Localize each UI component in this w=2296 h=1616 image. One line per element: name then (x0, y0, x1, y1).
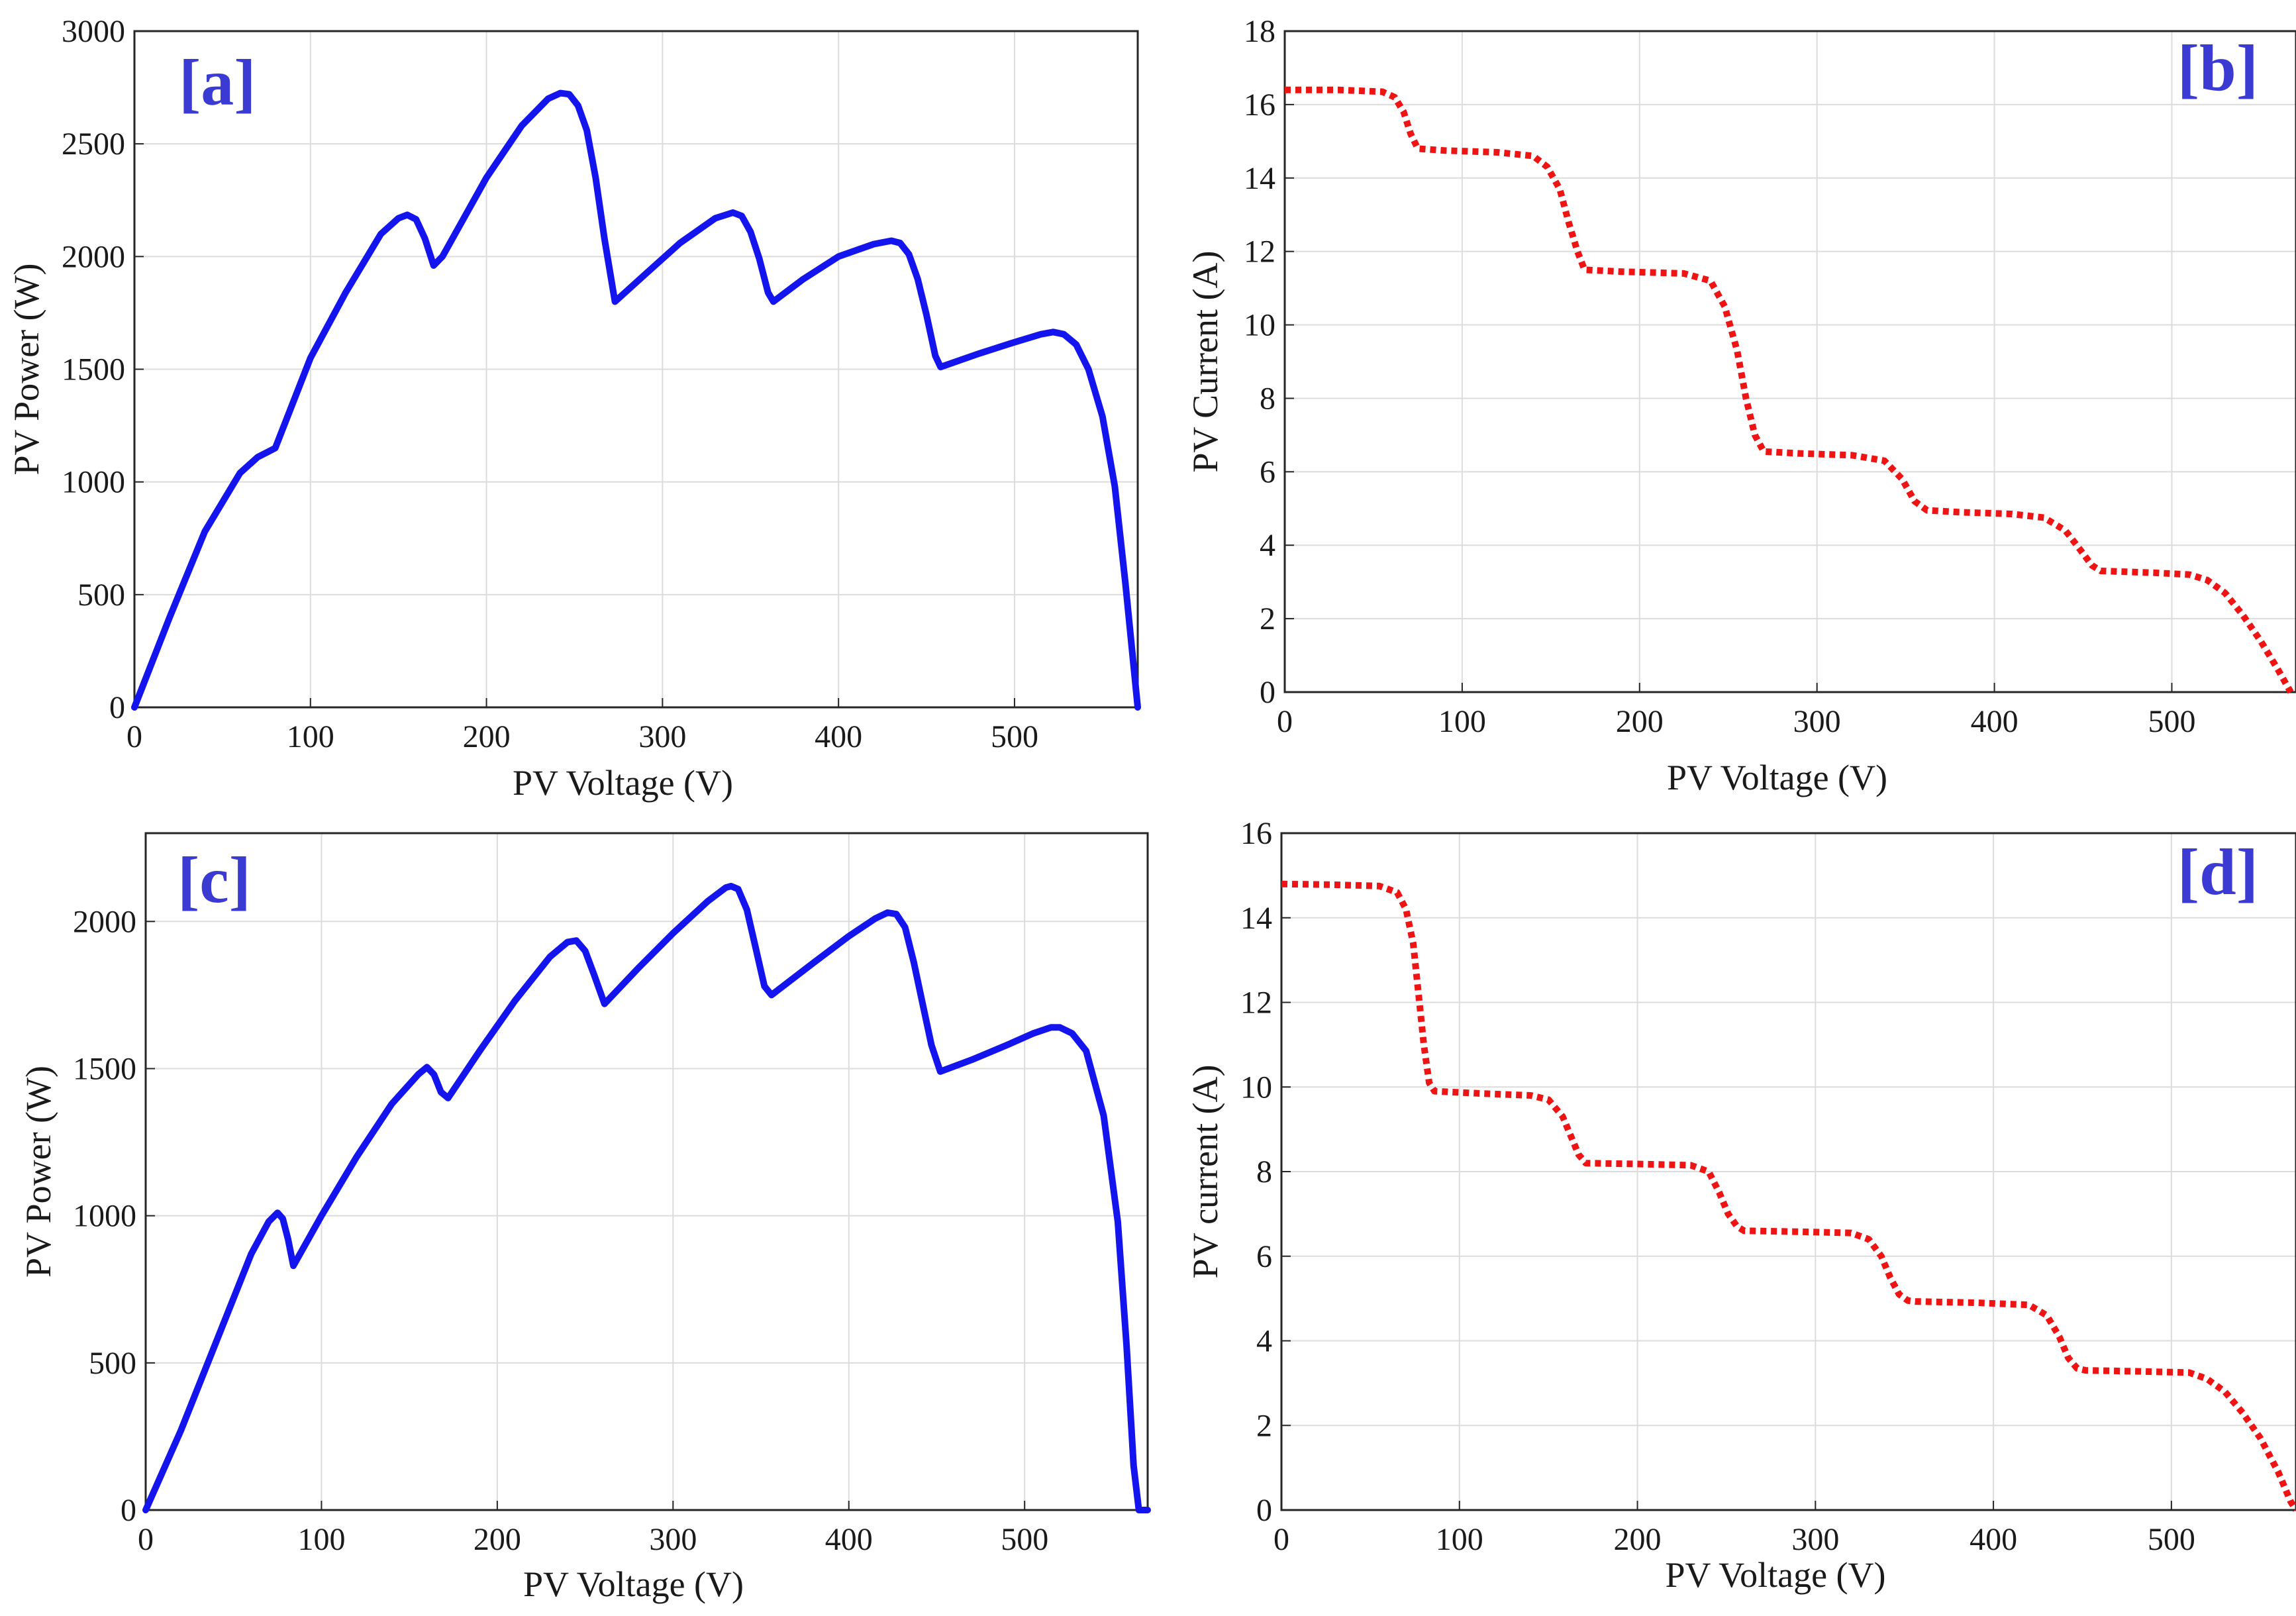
chart-panel-a: 0 100 200 300 400 500 0 500 1000 1500 2000 2500 3000… (7, 14, 1141, 803)
x-tick-label: 300 (638, 719, 686, 754)
y-tick-label: 2 (1256, 1408, 1272, 1443)
y-tick-label: 14 (1240, 901, 1272, 936)
x-tick-label: 0 (1273, 1522, 1289, 1557)
x-tick-label: 200 (1616, 704, 1664, 739)
panel-tag-b: [b] (2177, 31, 2258, 105)
y-tick-label: 2000 (73, 904, 136, 939)
y-axis-label: PV current (A) (1185, 1065, 1225, 1279)
y-tick-label: 1500 (62, 352, 125, 387)
y-tick-label: 0 (1260, 675, 1275, 710)
y-tick-label: 500 (89, 1346, 136, 1381)
y-tick-label: 14 (1244, 161, 1275, 196)
y-tick-label: 1000 (62, 465, 125, 500)
x-tick-label: 400 (1971, 704, 2019, 739)
x-tick-label: 0 (138, 1522, 154, 1557)
y-tick-label: 0 (109, 690, 125, 725)
axes-frame (1283, 30, 2296, 693)
x-tick-label: 200 (463, 719, 511, 754)
x-tick-label: 300 (649, 1522, 697, 1557)
y-tick-label: 12 (1240, 985, 1272, 1021)
chart-panel-c: 0 100 200 300 400 500 0 500 1000 1500 2000 PV Volta… (19, 832, 1151, 1604)
x-tick-label: 500 (991, 719, 1038, 754)
y-axis-label: PV Power (W) (7, 264, 46, 476)
y-tick-label: 1000 (73, 1199, 136, 1234)
y-tick-label: 1500 (73, 1051, 136, 1086)
y-tick-label: 500 (77, 578, 125, 613)
x-axis-label: PV Voltage (V) (513, 763, 733, 803)
y-tick-label: 18 (1244, 14, 1275, 49)
x-tick-label: 0 (1277, 704, 1293, 739)
y-tick-label: 0 (1256, 1493, 1272, 1528)
x-tick-label: 0 (126, 719, 142, 754)
x-axis-label: PV Voltage (V) (523, 1564, 744, 1604)
y-tick-label: 6 (1260, 454, 1275, 489)
x-tick-label: 500 (1001, 1522, 1048, 1557)
x-tick-label: 400 (815, 719, 862, 754)
y-tick-label: 3000 (62, 14, 125, 49)
chart-panel-d: 0 100 200 300 400 500 0 2 4 6 8 10 12 14 16 PV Voltage … (1185, 816, 2296, 1595)
x-tick-label: 500 (2148, 1522, 2195, 1557)
y-tick-label: 4 (1260, 528, 1275, 563)
y-tick-label: 12 (1244, 234, 1275, 270)
y-tick-label: 8 (1260, 381, 1275, 416)
x-tick-label: 400 (1970, 1522, 2017, 1557)
y-tick-label: 0 (121, 1493, 136, 1528)
x-tick-label: 100 (1436, 1522, 1483, 1557)
panel-tag-a: [a] (179, 46, 256, 119)
x-axis-label: PV Voltage (V) (1665, 1555, 1885, 1595)
x-tick-label: 500 (2148, 704, 2195, 739)
panel-tag-d: [d] (2177, 835, 2258, 909)
series-line-c (142, 883, 1151, 1513)
x-tick-label: 100 (1438, 704, 1486, 739)
x-tick-label: 400 (825, 1522, 873, 1557)
y-axis-label: PV Power (W) (19, 1066, 58, 1278)
series-line-a (131, 89, 1141, 711)
y-tick-label: 2000 (62, 239, 125, 274)
x-tick-label: 200 (474, 1522, 521, 1557)
y-tick-label: 16 (1244, 87, 1275, 123)
y-tick-label: 4 (1256, 1324, 1272, 1359)
axes-frame (144, 832, 1149, 1511)
x-tick-label: 300 (1793, 704, 1841, 739)
y-tick-label: 10 (1240, 1070, 1272, 1105)
x-tick-label: 300 (1791, 1522, 1839, 1557)
x-tick-label: 200 (1614, 1522, 1662, 1557)
y-tick-label: 10 (1244, 308, 1275, 343)
panel-tag-c: [c] (177, 843, 251, 917)
x-axis-label: PV Voltage (V) (1667, 758, 1887, 797)
y-axis-label: PV Current (A) (1185, 251, 1225, 473)
x-tick-label: 100 (297, 1522, 345, 1557)
y-tick-label: 6 (1256, 1239, 1272, 1274)
y-tick-label: 2500 (62, 126, 125, 162)
y-tick-label: 8 (1256, 1154, 1272, 1189)
y-tick-label: 2 (1260, 601, 1275, 636)
series-line-d (1281, 880, 2296, 1512)
x-tick-label: 100 (287, 719, 334, 754)
y-tick-label: 16 (1240, 816, 1272, 851)
chart-panel-b: 0 100 200 300 400 500 0 2 4 6 8 10 12 14 16 18 PV Voltag… (1185, 14, 2296, 797)
series-line-b (1285, 86, 2294, 694)
